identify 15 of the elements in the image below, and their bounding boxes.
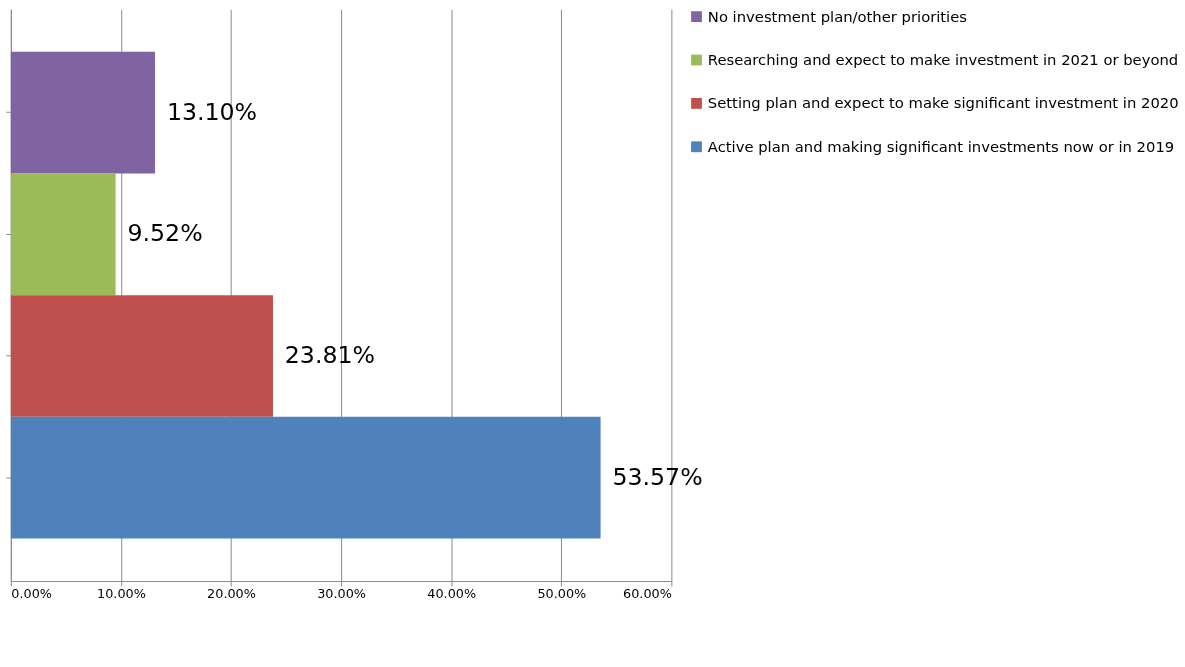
legend-label: Researching and expect to make investment in 2021 or beyond xyxy=(707,50,1179,68)
data-label: 53.57% xyxy=(612,462,703,491)
x-tick-label: 30.00% xyxy=(317,586,366,602)
legend-label: Active plan and making significant investments now or in 2019 xyxy=(707,137,1175,155)
x-tick-label: 40.00% xyxy=(427,586,477,602)
data-label: 9.52% xyxy=(127,219,203,248)
legend-label: Setting plan and expect to make significant investment in 2020 xyxy=(707,94,1179,112)
legend-label: No investment plan/other priorities xyxy=(707,7,967,25)
data-label: 23.81% xyxy=(284,340,375,369)
data-label: 13.10% xyxy=(166,97,258,126)
x-tick-label: 10.00% xyxy=(97,586,146,602)
x-tick-label: 20.00% xyxy=(207,586,256,602)
x-tick-label: 60.00% xyxy=(623,586,672,602)
x-tick-label: 50.00% xyxy=(537,586,587,602)
x-tick-label: 0.00% xyxy=(11,586,52,602)
